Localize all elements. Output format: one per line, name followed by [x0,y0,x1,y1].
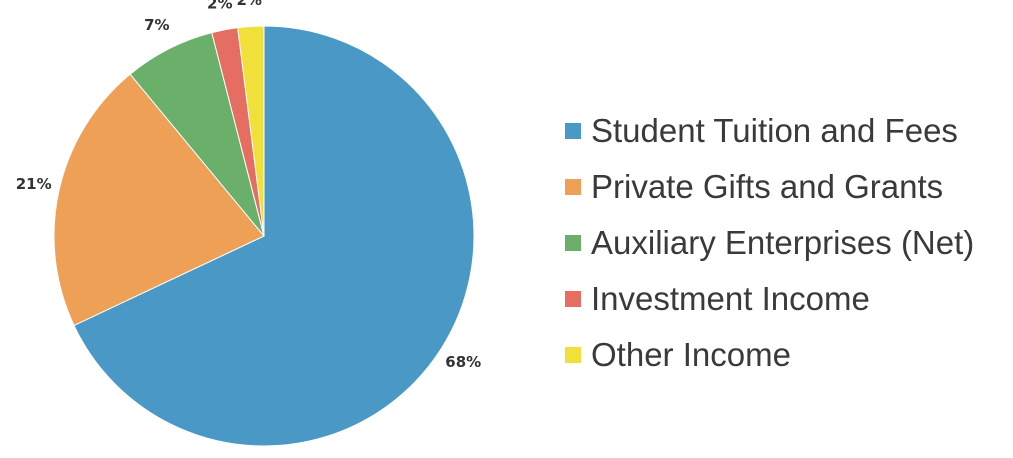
pie-slice [237,25,265,237]
pie-percent-label: 21% [16,175,52,193]
pie-percent-label: 7% [144,16,169,34]
legend-swatch [565,123,581,139]
pie-percent-label: 2% [207,0,232,13]
legend-item: Student Tuition and Fees [565,103,1005,159]
legend-label: Other Income [591,336,791,373]
legend-label: Investment Income [591,280,870,317]
legend-item: Investment Income [565,271,1005,327]
legend-label: Auxiliary Enterprises (Net) [591,224,975,261]
legend-swatch [565,235,581,251]
pie-slices [53,25,475,447]
legend-swatch [565,291,581,307]
pie-percent-labels: 68% 21% 7% 2% 2% [16,0,481,371]
pie-percent-label: 68% [445,353,481,371]
legend-label: Student Tuition and Fees [591,112,958,149]
pie-slice [53,73,265,327]
legend-swatch [565,347,581,363]
legend-item: Auxiliary Enterprises (Net) [565,215,1005,271]
pie-slice [73,25,475,447]
legend: Student Tuition and Fees Private Gifts an… [565,103,1005,383]
pie-percent-label: 2% [236,0,261,9]
legend-item: Private Gifts and Grants [565,159,1005,215]
legend-item: Other Income [565,327,1005,383]
legend-swatch [565,179,581,195]
legend-label: Private Gifts and Grants [591,168,944,205]
